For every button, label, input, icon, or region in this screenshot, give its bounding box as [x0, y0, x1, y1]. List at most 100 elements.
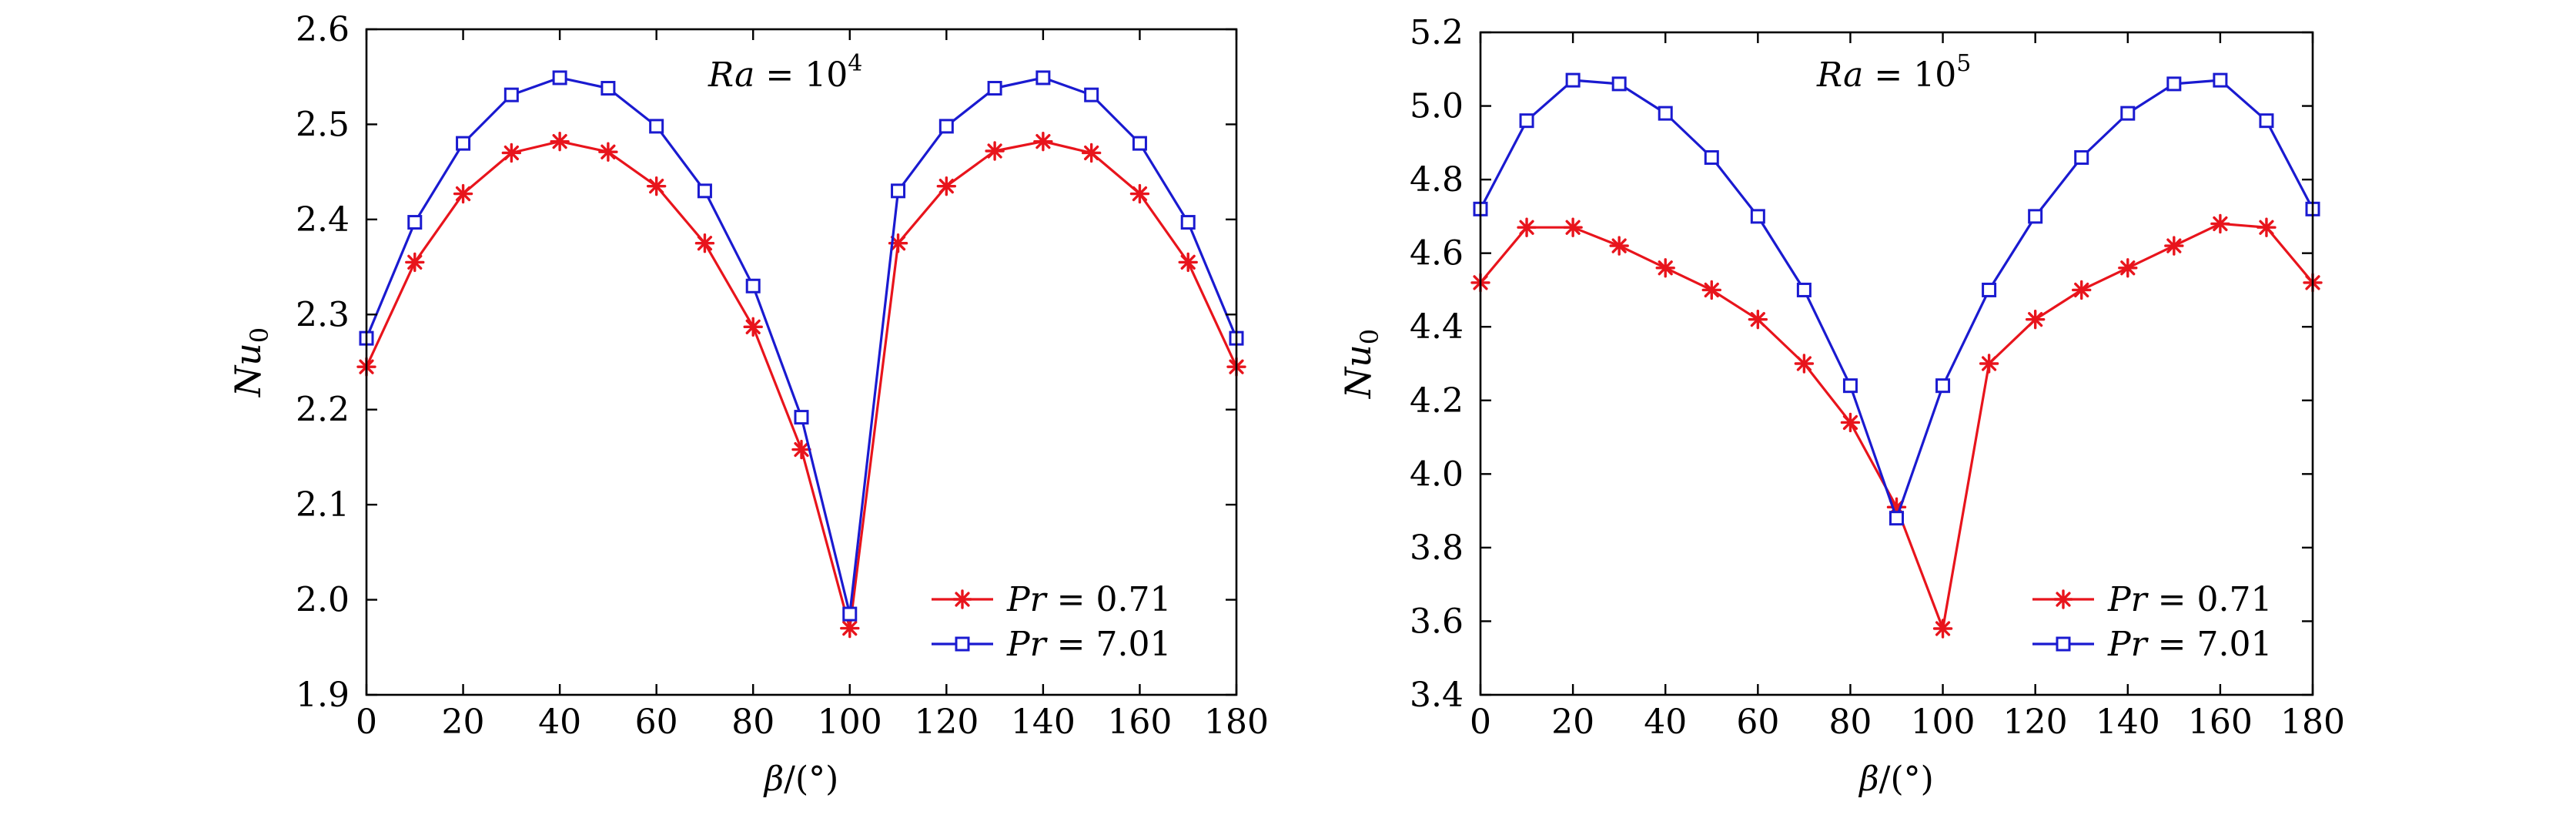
y-tick-label: 4.6 — [1410, 234, 1464, 273]
data-point — [1796, 282, 1812, 297]
legend-label: Pr = 0.71 — [2107, 580, 2272, 619]
data-point — [1982, 282, 1997, 297]
data-point — [405, 252, 425, 273]
y-axis-label: Nu0 — [1337, 329, 1384, 399]
plot-frame — [365, 28, 1238, 696]
series-line-1 — [1479, 222, 2314, 630]
x-tick-label: 140 — [2096, 703, 2160, 742]
y-tick-label: 4.8 — [1410, 160, 1464, 200]
data-point — [2118, 258, 2138, 278]
x-tick-label: 20 — [1551, 703, 1594, 742]
x-tick-label: 40 — [1644, 703, 1687, 742]
y-tick-label: 4.4 — [1410, 307, 1464, 347]
data-point — [501, 143, 522, 163]
series-line-2 — [1479, 79, 2314, 520]
y-tick-label: 3.4 — [1410, 676, 1464, 715]
data-point — [2074, 149, 2089, 165]
data-point — [1035, 70, 1051, 86]
data-point — [407, 215, 423, 230]
data-point — [1519, 113, 1534, 129]
x-tick-label: 80 — [731, 703, 774, 742]
series-group — [1470, 72, 2323, 639]
data-point — [2025, 309, 2046, 330]
y-tick-label: 5.2 — [1410, 13, 1464, 52]
data-point — [1084, 87, 1099, 102]
data-point — [1750, 209, 1765, 224]
y-axis-label: Nu0 — [227, 327, 274, 397]
data-point — [1180, 215, 1196, 230]
data-point — [1609, 236, 1629, 256]
data-point — [1979, 354, 1999, 374]
data-point — [840, 618, 860, 639]
data-point — [2257, 217, 2277, 237]
data-point — [1701, 280, 1721, 300]
data-point — [936, 176, 957, 196]
data-point — [791, 439, 811, 460]
data-point — [456, 136, 471, 151]
x-tick-label: 100 — [818, 703, 882, 742]
series-line-1 — [365, 140, 1238, 630]
chart-panel-2: 0 20 40 60 80 100 120 140 160 180 3.4 3.6 3.8 4.0 4.2 4… — [1337, 13, 2345, 799]
legend: Pr = 0.71 Pr = 7.01 — [2032, 580, 2272, 664]
series-line-2 — [365, 76, 1238, 615]
data-point — [1842, 378, 1858, 394]
legend-marker — [2056, 636, 2071, 652]
data-point — [2072, 280, 2092, 300]
data-point — [1655, 258, 1675, 278]
data-point — [697, 183, 712, 199]
data-point — [1840, 412, 1861, 433]
data-point — [649, 119, 664, 134]
data-point — [694, 233, 715, 253]
x-tick-label: 160 — [2188, 703, 2253, 742]
legend-marker — [952, 589, 972, 609]
data-point — [1658, 106, 1673, 121]
data-point — [985, 141, 1005, 161]
y-tick-label: 2.5 — [296, 105, 350, 144]
data-point — [552, 70, 567, 86]
y-tick-label: 2.3 — [296, 295, 350, 334]
x-axis-label: β/(°) — [1858, 760, 1934, 799]
data-point — [1563, 217, 1583, 237]
y-tick-label: 3.8 — [1410, 528, 1464, 568]
data-point — [1748, 309, 1768, 330]
data-point — [646, 176, 667, 196]
x-tick-label: 180 — [2280, 703, 2345, 742]
x-tick-label: 120 — [2003, 703, 2068, 742]
data-point — [503, 87, 519, 102]
data-point — [2028, 209, 2043, 224]
data-point — [1565, 72, 1581, 88]
data-point — [743, 317, 763, 337]
data-point — [745, 278, 761, 293]
x-axis-label: β/(°) — [763, 760, 839, 799]
legend-label: Pr = 0.71 — [1006, 580, 1171, 619]
y-tick-label: 5.0 — [1410, 87, 1464, 126]
x-tick-label: 0 — [356, 703, 377, 742]
data-point — [1704, 149, 1719, 165]
x-tick-label: 60 — [1736, 703, 1779, 742]
legend: Pr = 0.71 Pr = 7.01 — [932, 580, 1171, 664]
chart-panel-1: 0 20 40 60 80 100 120 140 160 180 1.9 2.0 2.1 2.2 2.3 2… — [227, 10, 1269, 799]
data-point — [1611, 76, 1627, 92]
data-point — [1178, 252, 1198, 273]
data-point — [842, 606, 858, 622]
data-point — [794, 410, 809, 425]
data-point — [1129, 183, 1150, 204]
data-point — [888, 233, 908, 253]
data-point — [2210, 213, 2230, 234]
legend-marker — [955, 636, 970, 652]
data-point — [987, 81, 1002, 96]
data-point — [2213, 72, 2228, 88]
y-tick-label: 1.9 — [296, 676, 350, 715]
y-tick-label: 2.1 — [296, 485, 350, 525]
x-tick-label: 40 — [538, 703, 581, 742]
y-tick-label: 4.0 — [1410, 454, 1464, 494]
y-tick-label: 2.0 — [296, 581, 350, 620]
data-point — [1794, 354, 1815, 374]
x-tick-label: 80 — [1828, 703, 1872, 742]
data-point — [1132, 136, 1147, 151]
ra-annotation: Ra = 105 — [1816, 50, 1971, 95]
legend-marker — [2053, 589, 2073, 609]
x-tick-label: 160 — [1107, 703, 1172, 742]
x-tick-label: 120 — [914, 703, 979, 742]
